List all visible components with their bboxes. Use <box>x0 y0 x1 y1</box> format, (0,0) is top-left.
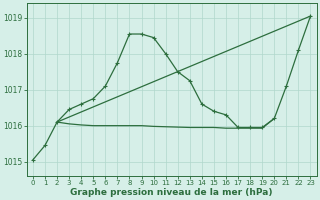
X-axis label: Graphe pression niveau de la mer (hPa): Graphe pression niveau de la mer (hPa) <box>70 188 273 197</box>
